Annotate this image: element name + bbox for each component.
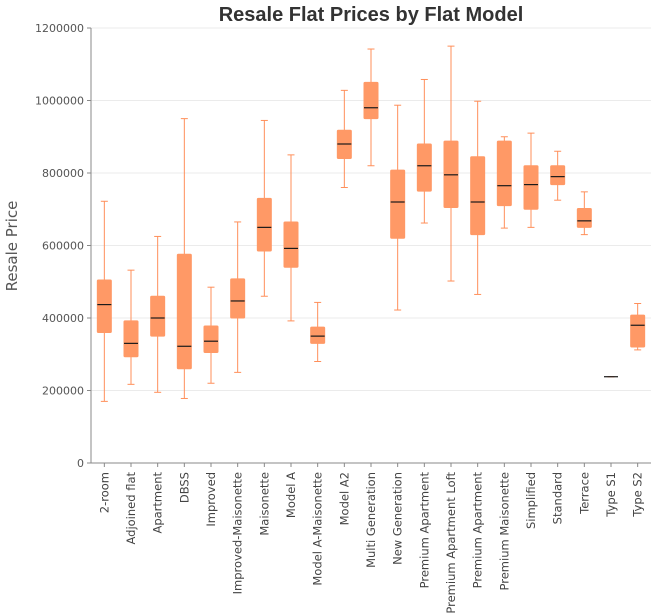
x-tick-label: Model A-Maisonette <box>311 472 325 586</box>
box-iqr <box>470 156 486 236</box>
box-16 <box>496 136 512 229</box>
box-19 <box>576 191 592 236</box>
box-iqr <box>150 295 166 337</box>
box-iqr <box>230 278 246 319</box>
x-tick-label: Premium Apartment Loft <box>444 472 458 614</box>
box-9 <box>310 301 326 362</box>
box-15 <box>470 100 486 295</box>
axes: 0 200000 400000 600000 800000 1000000 1200000 <box>35 22 651 470</box>
x-tick-label: Premium Maisonette <box>497 472 511 590</box>
box-iqr <box>283 221 299 268</box>
x-tick-label: Premium Apartment <box>417 472 431 589</box>
box-2 <box>123 269 139 385</box>
boxes <box>96 45 646 402</box>
y-tick-label: 600000 <box>42 240 84 253</box>
box-6 <box>230 221 246 373</box>
box-14 <box>443 45 459 282</box>
y-tick-label: 400000 <box>42 312 84 325</box>
box-iqr <box>363 81 379 120</box>
box-iqr <box>523 165 539 210</box>
box-17 <box>523 132 539 228</box>
box-iqr <box>96 279 112 333</box>
box-iqr <box>310 326 326 344</box>
box-8 <box>283 154 299 322</box>
x-tick-label: Terrace <box>577 472 591 515</box>
x-tick-label: Apartment <box>151 472 165 534</box>
x-tick-label: Adjoined flat <box>124 472 138 545</box>
box-3 <box>150 235 166 393</box>
box-21 <box>630 303 646 351</box>
x-tick-label: Multi Generation <box>364 472 378 568</box>
box-12 <box>390 104 406 311</box>
x-tick-label: Improved-Maisonette <box>231 472 245 594</box>
y-tick-label: 200000 <box>42 385 84 398</box>
x-tick-label: Premium Apartment <box>471 472 485 589</box>
y-tick-label: 800000 <box>42 167 84 180</box>
x-tick-label: New Generation <box>391 472 405 565</box>
x-tick-label: Simplified <box>524 472 538 529</box>
x-tick-label: Type S2 <box>631 472 645 518</box>
x-tick-label: Type S1 <box>604 472 618 518</box>
x-tick-label: Standard <box>551 472 565 524</box>
box-iqr <box>496 140 512 207</box>
box-18 <box>550 150 566 201</box>
box-iqr <box>416 143 432 192</box>
box-11 <box>363 48 379 167</box>
box-iqr <box>123 320 139 358</box>
x-tick-label: Model A <box>284 472 298 518</box>
y-tick-label: 1200000 <box>35 22 84 35</box>
chart-title: Resale Flat Prices by Flat Model <box>219 4 524 26</box>
box-iqr <box>576 208 592 228</box>
box-7 <box>256 119 272 297</box>
box-4 <box>176 118 192 399</box>
box-10 <box>336 89 352 188</box>
box-iqr <box>390 169 406 239</box>
box-1 <box>96 200 112 402</box>
x-tick-label: DBSS <box>177 472 191 503</box>
box-5 <box>203 286 219 384</box>
x-tick-label: Model A2 <box>337 472 351 525</box>
y-tick-label: 0 <box>77 457 84 470</box>
box-iqr <box>550 165 566 186</box>
y-tick-label: 1000000 <box>35 95 84 108</box>
box-iqr <box>630 314 646 348</box>
x-tick-label: 2-room <box>97 472 111 513</box>
box-iqr <box>176 253 192 370</box>
category-labels: 2-room Adjoined flat Apartment DBSS Improved… <box>97 472 644 614</box>
x-tick-label: Maisonette <box>257 472 271 536</box>
box-iqr <box>203 325 219 353</box>
box-13 <box>416 78 432 224</box>
x-tick-label: Improved <box>204 472 218 527</box>
y-axis-label: Resale Price <box>3 201 21 292</box>
box-iqr <box>256 197 272 252</box>
